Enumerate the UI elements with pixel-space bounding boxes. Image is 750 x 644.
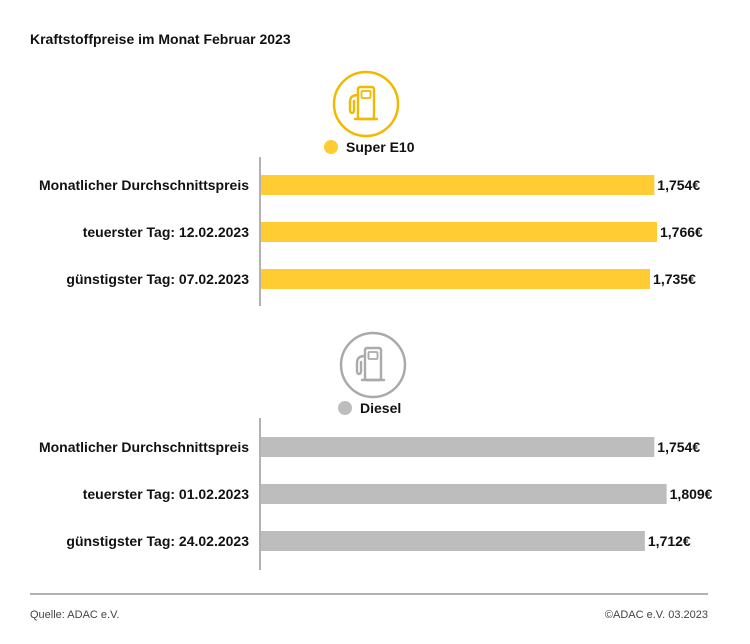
value-label: 1,766€ [660,224,703,240]
bar [261,484,667,504]
category-label: teuerster Tag: 12.02.2023 [83,224,249,240]
category-label: Monatlicher Durchschnittspreis [39,439,249,455]
value-label: 1,712€ [648,533,691,549]
panel-diesel: Diesel Monatlicher Durchschnittspreis 1,7… [39,331,713,570]
source-note: Quelle: ADAC e.V. [30,609,119,621]
panel-super-e10: Super E10 Monatlicher Durchschnittspreis… [39,70,703,306]
copyright-note: ©ADAC e.V. 03.2023 [605,609,708,621]
category-label: günstigster Tag: 07.02.2023 [66,271,249,287]
bar [261,175,655,195]
value-label: 1,754€ [657,439,700,455]
bar [261,437,655,457]
category-label: günstigster Tag: 24.02.2023 [66,533,249,549]
bar [261,269,651,289]
bar [261,531,645,551]
legend-label: Diesel [360,400,401,416]
legend-super-e10: Super E10 [324,139,415,155]
category-label: teuerster Tag: 01.02.2023 [83,486,249,502]
chart-title: Kraftstoffpreise im Monat Februar 2023 [30,31,291,47]
legend-label: Super E10 [346,139,415,155]
fuel-pump-icon [339,331,407,399]
bar [261,222,657,242]
value-label: 1,809€ [670,486,713,502]
category-label: Monatlicher Durchschnittspreis [39,177,249,193]
value-label: 1,735€ [653,271,696,287]
legend-diesel: Diesel [338,400,401,416]
value-label: 1,754€ [657,177,700,193]
fuel-pump-icon [332,70,400,138]
